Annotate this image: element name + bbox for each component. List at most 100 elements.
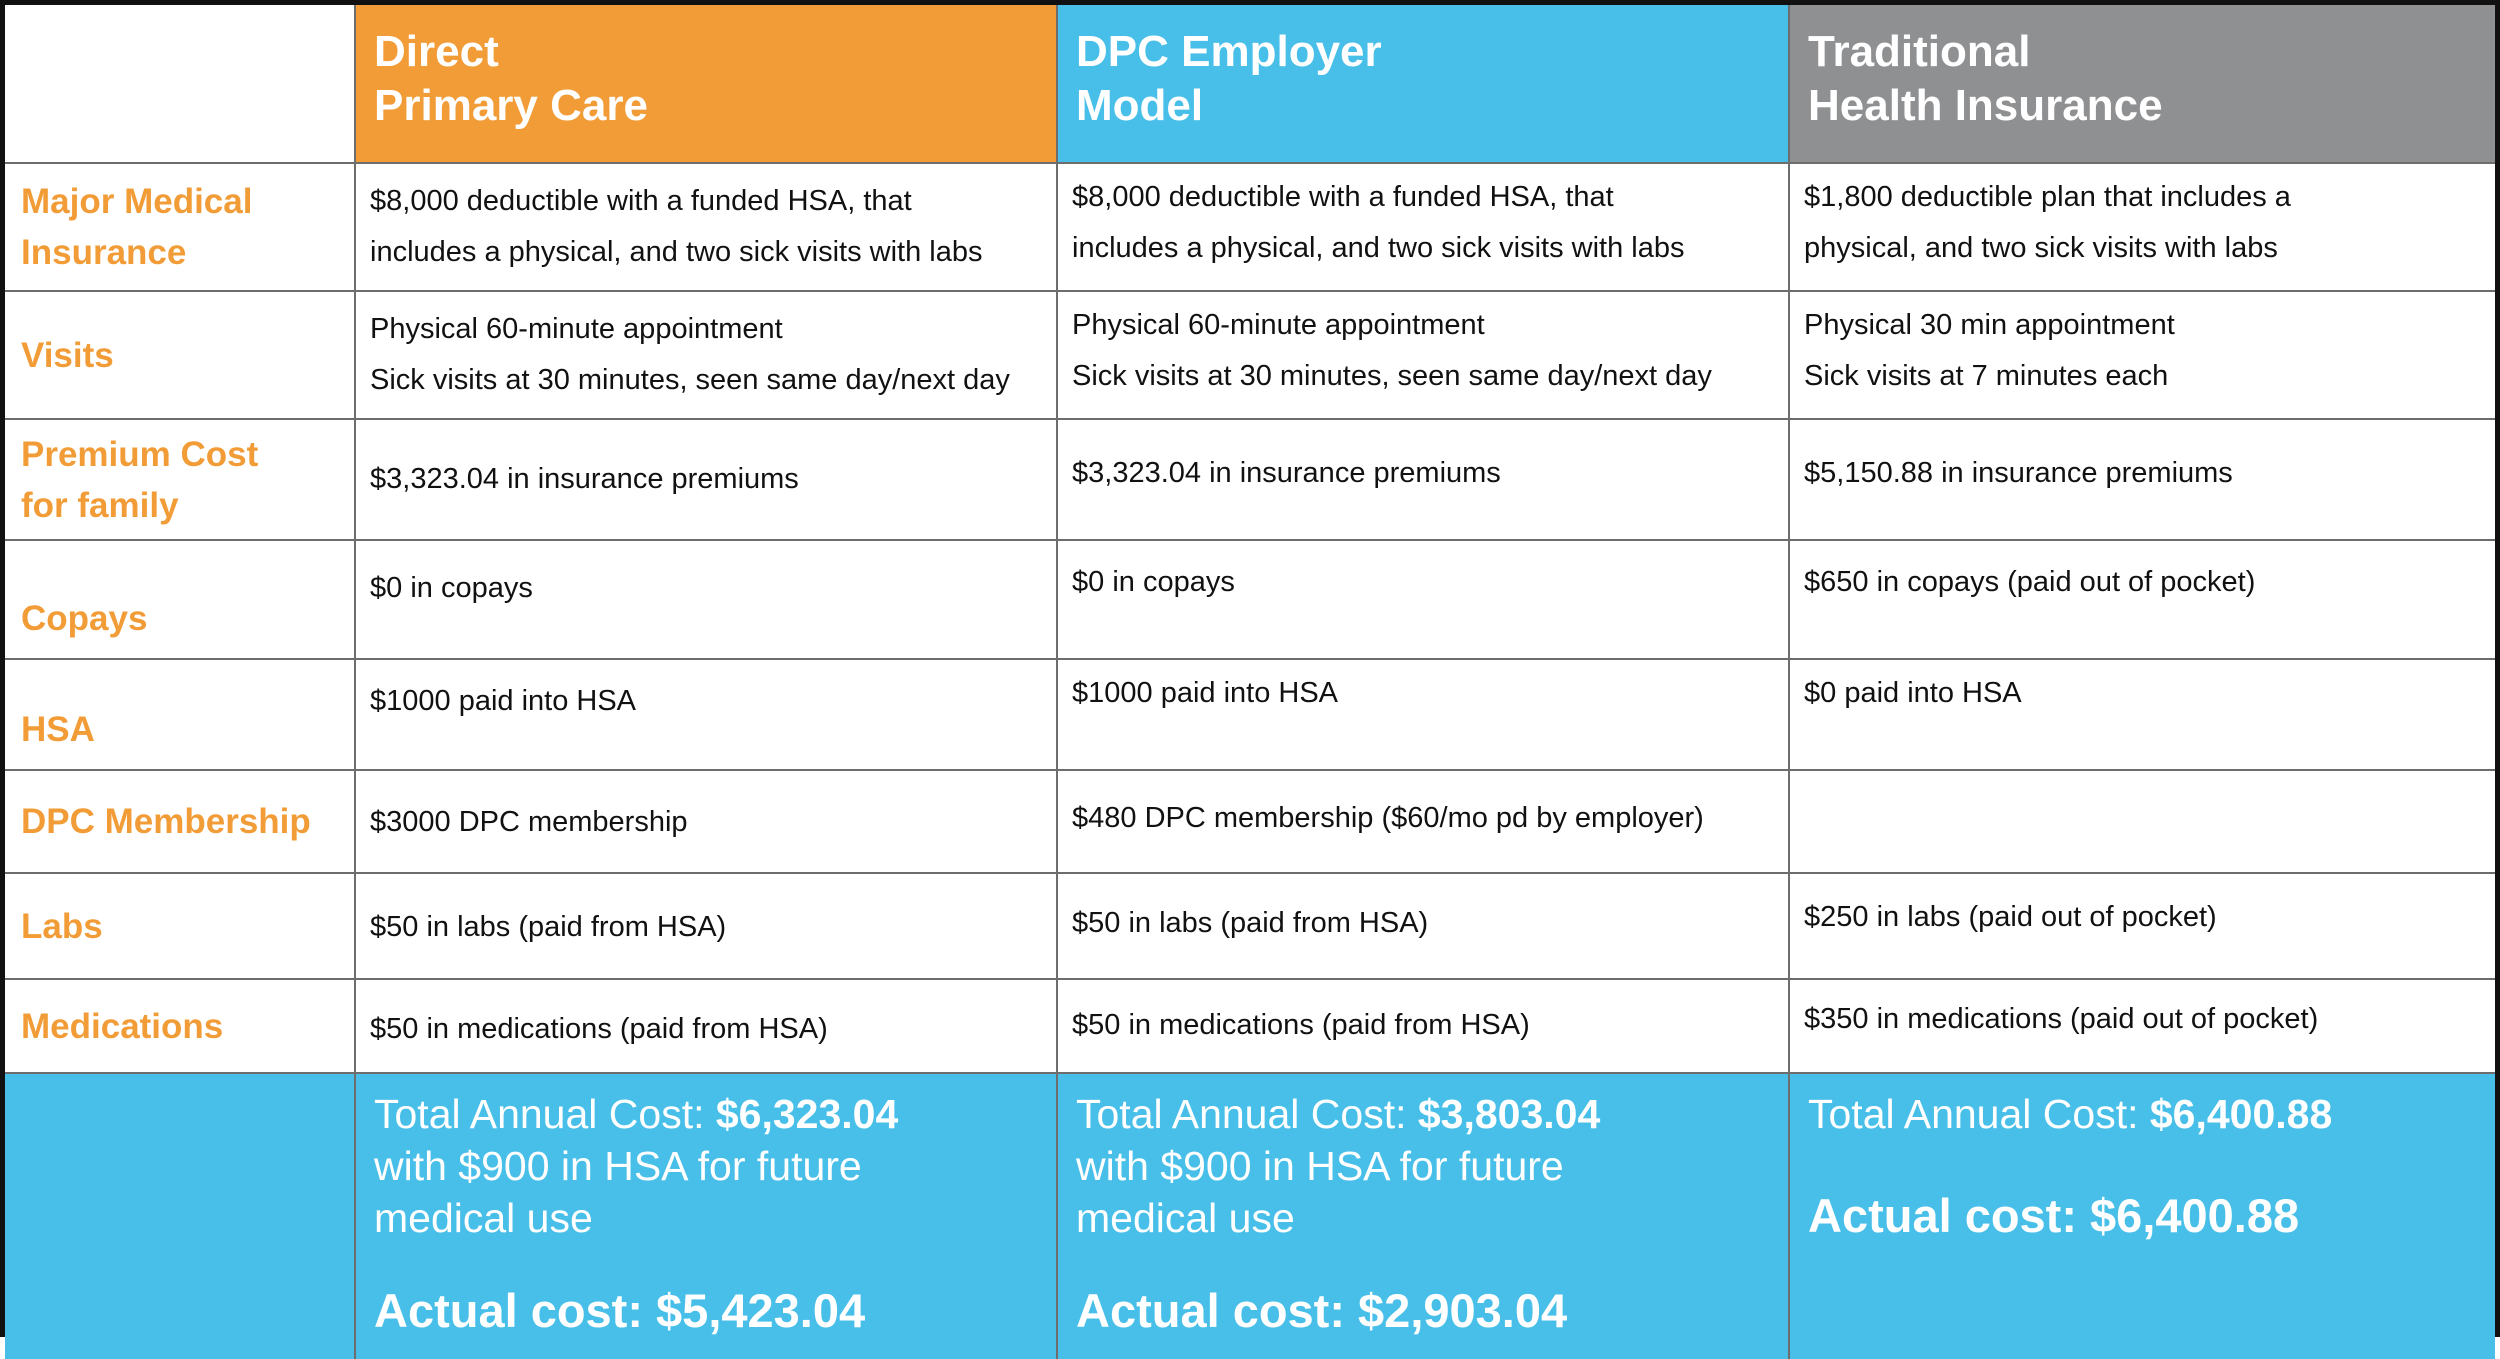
row-label-copays: Copays xyxy=(5,539,356,660)
row-label-line: Copays xyxy=(21,599,148,638)
cell-text: $3000 DPC membership xyxy=(370,806,688,838)
cell-text: $0 in copays xyxy=(370,572,533,604)
header-corner xyxy=(5,5,356,164)
cell-text: Physical 30 min appointment xyxy=(1804,309,2175,341)
cell-text: $0 in copays xyxy=(1072,566,1235,598)
row-label-line: HSA xyxy=(21,710,95,749)
totals-row: Total Annual Cost: $6,323.04 with $900 i… xyxy=(5,1073,2495,1359)
total-value: $3,803.04 xyxy=(1417,1091,1601,1137)
table-row: Premium Cost for family $3,323.04 in ins… xyxy=(5,418,2495,541)
table-cell xyxy=(1788,769,2495,874)
totals-traditional-health-insurance: Total Annual Cost: $6,400.88 Actual cost… xyxy=(1788,1073,2495,1359)
table-cell: $1000 paid into HSA xyxy=(1056,658,1790,771)
header-line: DPC Employer xyxy=(1076,27,1382,76)
cell-text: $1,800 deductible plan that includes a xyxy=(1804,181,2291,213)
cell-text: $0 paid into HSA xyxy=(1804,677,2022,709)
total-note: medical use xyxy=(374,1195,593,1241)
cell-text: includes a physical, and two sick visits… xyxy=(370,236,983,268)
totals-dpc-employer-model: Total Annual Cost: $3,803.04 with $900 i… xyxy=(1056,1073,1789,1359)
cell-text: $50 in labs (paid from HSA) xyxy=(370,911,727,943)
cost-comparison-table: Direct Primary Care DPC Employer Model T… xyxy=(5,5,2495,1359)
cell-text: Physical 60-minute appointment xyxy=(370,313,783,345)
table-row: Medications $50 in medications (paid fro… xyxy=(5,978,2495,1074)
table-cell: $3,323.04 in insurance premiums xyxy=(1056,418,1790,541)
table-cell: $3,323.04 in insurance premiums xyxy=(354,418,1058,541)
cell-text: $50 in medications (paid from HSA) xyxy=(370,1013,828,1045)
total-note: medical use xyxy=(1076,1195,1295,1241)
cell-text: $650 in copays (paid out of pocket) xyxy=(1804,566,2256,598)
header-line: Traditional xyxy=(1808,27,2031,76)
table-cell: $5,150.88 in insurance premiums xyxy=(1788,418,2495,541)
cell-text: $3,323.04 in insurance premiums xyxy=(370,463,799,495)
table-cell: $8,000 deductible with a funded HSA, tha… xyxy=(1056,162,1790,292)
actual-cost: Actual cost: $2,903.04 xyxy=(1076,1284,1568,1337)
table-cell: $480 DPC membership ($60/mo pd by employ… xyxy=(1056,769,1790,874)
table-cell: $1000 paid into HSA xyxy=(354,658,1058,771)
row-label-major-medical: Major Medical Insurance xyxy=(5,162,356,292)
row-label-line: Premium Cost xyxy=(21,434,259,474)
cell-text: $350 in medications (paid out of pocket) xyxy=(1804,1003,2319,1035)
cell-text: $5,150.88 in insurance premiums xyxy=(1804,457,2233,489)
header-line: Model xyxy=(1076,81,1204,130)
row-label-hsa: HSA xyxy=(5,658,356,771)
totals-corner xyxy=(5,1073,355,1359)
row-label-medications: Medications xyxy=(5,978,356,1074)
cell-text: $50 in medications (paid from HSA) xyxy=(1072,1009,1530,1041)
table-cell: $0 paid into HSA xyxy=(1788,658,2495,771)
header-line: Health Insurance xyxy=(1808,81,2163,130)
cell-text: physical, and two sick visits with labs xyxy=(1804,232,2278,264)
header-direct-primary-care: Direct Primary Care xyxy=(354,5,1058,164)
table-cell: Physical 60-minute appointment Sick visi… xyxy=(1056,290,1790,420)
actual-cost: Actual cost: $6,400.88 xyxy=(1808,1189,2300,1242)
cell-text: Sick visits at 30 minutes, seen same day… xyxy=(1072,360,1712,392)
total-line: Total Annual Cost: $3,803.04 xyxy=(1076,1088,1770,1140)
header-row: Direct Primary Care DPC Employer Model T… xyxy=(5,5,2495,164)
table-row: DPC Membership $3000 DPC membership $480… xyxy=(5,769,2495,874)
row-label-dpc-membership: DPC Membership xyxy=(5,769,356,874)
header-line: Primary Care xyxy=(374,81,648,130)
totals-direct-primary-care: Total Annual Cost: $6,323.04 with $900 i… xyxy=(354,1073,1057,1359)
row-label-line: Insurance xyxy=(21,233,187,272)
table-row: Labs $50 in labs (paid from HSA) $50 in … xyxy=(5,872,2495,980)
row-label-labs: Labs xyxy=(5,872,356,980)
table-cell: $0 in copays xyxy=(1056,539,1790,660)
row-label-visits: Visits xyxy=(5,290,356,420)
table-cell: $50 in labs (paid from HSA) xyxy=(1056,872,1790,980)
cell-text: $250 in labs (paid out of pocket) xyxy=(1804,901,2217,933)
cell-text: Sick visits at 30 minutes, seen same day… xyxy=(370,364,1010,396)
total-value: $6,323.04 xyxy=(715,1091,899,1137)
table-cell: $250 in labs (paid out of pocket) xyxy=(1788,872,2495,980)
cell-text: $480 DPC membership ($60/mo pd by employ… xyxy=(1072,802,1704,834)
table-row: Major Medical Insurance $8,000 deductibl… xyxy=(5,162,2495,292)
total-label: Total Annual Cost: xyxy=(374,1091,716,1137)
total-label: Total Annual Cost: xyxy=(1076,1091,1418,1137)
row-label-line: Labs xyxy=(21,906,103,946)
row-label-line: DPC Membership xyxy=(21,802,311,841)
table-row: HSA $1000 paid into HSA $1000 paid into … xyxy=(5,658,2495,771)
row-label-line: Major Medical xyxy=(21,182,253,221)
table-row: Copays $0 in copays $0 in copays $650 in… xyxy=(5,539,2495,660)
header-dpc-employer-model: DPC Employer Model xyxy=(1056,5,1790,164)
total-line: Total Annual Cost: $6,323.04 xyxy=(374,1088,1038,1140)
table-cell: $50 in medications (paid from HSA) xyxy=(1056,978,1790,1074)
table-cell: $3000 DPC membership xyxy=(354,769,1058,874)
table-row: Visits Physical 60-minute appointment Si… xyxy=(5,290,2495,420)
table-cell: Physical 60-minute appointment Sick visi… xyxy=(354,290,1058,420)
table-cell: Physical 30 min appointment Sick visits … xyxy=(1788,290,2495,420)
header-traditional-health-insurance: Traditional Health Insurance xyxy=(1788,5,2495,164)
table-cell: $1,800 deductible plan that includes a p… xyxy=(1788,162,2495,292)
cell-text: $8,000 deductible with a funded HSA, tha… xyxy=(370,185,912,217)
total-line: Total Annual Cost: $6,400.88 xyxy=(1808,1088,2477,1140)
total-note: with $900 in HSA for future xyxy=(1076,1143,1564,1189)
cell-text: $3,323.04 in insurance premiums xyxy=(1072,457,1501,489)
table-cell: $8,000 deductible with a funded HSA, tha… xyxy=(354,162,1058,292)
total-value: $6,400.88 xyxy=(2149,1091,2333,1137)
table-cell: $50 in medications (paid from HSA) xyxy=(354,978,1058,1074)
cell-text: includes a physical, and two sick visits… xyxy=(1072,232,1685,264)
table-cell: $50 in labs (paid from HSA) xyxy=(354,872,1058,980)
cell-text: Sick visits at 7 minutes each xyxy=(1804,360,2169,392)
row-label-premium-cost: Premium Cost for family xyxy=(5,418,356,541)
table-cell: $350 in medications (paid out of pocket) xyxy=(1788,978,2495,1074)
total-note: with $900 in HSA for future xyxy=(374,1143,862,1189)
cell-text: $1000 paid into HSA xyxy=(1072,677,1339,709)
